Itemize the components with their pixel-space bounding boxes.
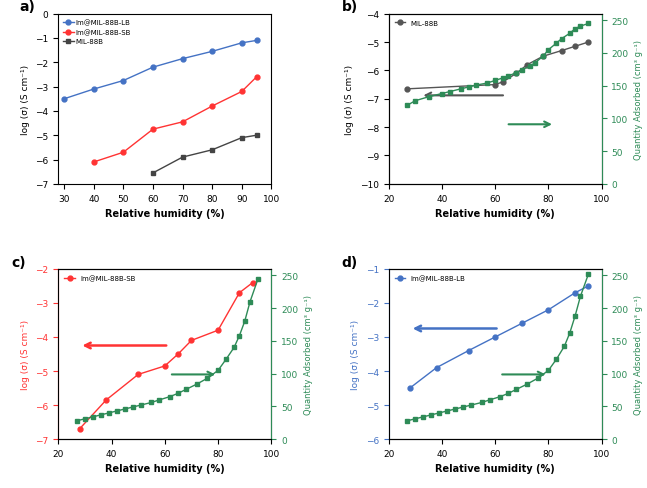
Im@MIL-88B-LB [518, 321, 525, 326]
MIL-88B [238, 136, 246, 142]
Legend: Im@MIL-88B-LB: Im@MIL-88B-LB [392, 273, 468, 285]
MIL-88B [523, 62, 531, 68]
Y-axis label: log (σ) (S cm⁻¹): log (σ) (S cm⁻¹) [21, 319, 30, 389]
Y-axis label: Quantity Adsorbed (cm³ g⁻¹): Quantity Adsorbed (cm³ g⁻¹) [304, 294, 313, 414]
Im@MIL-88B-LB [433, 365, 441, 371]
Line: MIL-88B: MIL-88B [405, 41, 591, 92]
Im@MIL-88B-SB [249, 280, 257, 286]
X-axis label: Relative humidity (%): Relative humidity (%) [435, 209, 555, 219]
Im@MIL-88B-LB [149, 65, 157, 71]
MIL-88B [403, 87, 411, 93]
MIL-88B [499, 80, 507, 85]
Y-axis label: log (σ) (S cm⁻¹): log (σ) (S cm⁻¹) [351, 319, 360, 389]
Im@MIL-88B-LB [60, 97, 68, 102]
Im@MIL-88B-SB [214, 327, 222, 333]
Text: d): d) [342, 255, 358, 269]
MIL-88B [512, 71, 520, 77]
X-axis label: Relative humidity (%): Relative humidity (%) [105, 464, 225, 473]
MIL-88B [149, 171, 157, 177]
Im@MIL-88B-SB [208, 104, 216, 110]
Im@MIL-88B-SB [135, 372, 142, 378]
Im@MIL-88B-SB [179, 120, 186, 125]
Y-axis label: log (σ) (S cm⁻¹): log (σ) (S cm⁻¹) [21, 64, 30, 135]
Line: Im@MIL-88B-LB: Im@MIL-88B-LB [61, 39, 259, 102]
Line: Im@MIL-88B-LB: Im@MIL-88B-LB [408, 284, 591, 391]
MIL-88B [571, 44, 579, 50]
Im@MIL-88B-SB [120, 150, 127, 156]
Text: c): c) [12, 255, 26, 269]
Line: Im@MIL-88B-SB: Im@MIL-88B-SB [91, 75, 259, 165]
Im@MIL-88B-SB [161, 363, 169, 369]
Y-axis label: Quantity Adsorbed (cm³ g⁻¹): Quantity Adsorbed (cm³ g⁻¹) [634, 40, 643, 160]
Im@MIL-88B-SB [76, 426, 83, 432]
Im@MIL-88B-LB [238, 41, 246, 47]
Im@MIL-88B-LB [571, 290, 579, 296]
Im@MIL-88B-LB [90, 87, 98, 93]
MIL-88B [253, 133, 261, 139]
Im@MIL-88B-LB [545, 307, 553, 313]
Im@MIL-88B-LB [208, 49, 216, 55]
Line: MIL-88B: MIL-88B [151, 134, 259, 176]
MIL-88B [539, 54, 547, 60]
Im@MIL-88B-LB [120, 79, 127, 84]
Im@MIL-88B-LB [406, 386, 414, 391]
MIL-88B [179, 155, 186, 161]
Im@MIL-88B-SB [90, 160, 98, 165]
MIL-88B [584, 40, 592, 46]
MIL-88B [208, 147, 216, 153]
Im@MIL-88B-SB [102, 397, 110, 403]
Text: a): a) [20, 0, 36, 14]
Im@MIL-88B-SB [238, 89, 246, 95]
Im@MIL-88B-SB [253, 75, 261, 81]
X-axis label: Relative humidity (%): Relative humidity (%) [435, 464, 555, 473]
Im@MIL-88B-LB [584, 284, 592, 289]
Im@MIL-88B-LB [465, 348, 472, 354]
Line: Im@MIL-88B-SB: Im@MIL-88B-SB [77, 281, 255, 431]
Legend: Im@MIL-88B-LB, Im@MIL-88B-SB, MIL-88B: Im@MIL-88B-LB, Im@MIL-88B-SB, MIL-88B [61, 18, 133, 47]
MIL-88B [558, 48, 565, 54]
Im@MIL-88B-LB [179, 57, 186, 62]
Im@MIL-88B-SB [174, 351, 182, 357]
X-axis label: Relative humidity (%): Relative humidity (%) [105, 209, 225, 219]
Im@MIL-88B-SB [188, 338, 195, 344]
Im@MIL-88B-SB [149, 127, 157, 133]
Y-axis label: Quantity Adsorbed (cm³ g⁻¹): Quantity Adsorbed (cm³ g⁻¹) [634, 294, 643, 414]
MIL-88B [491, 82, 499, 88]
Im@MIL-88B-SB [236, 290, 243, 296]
Legend: MIL-88B: MIL-88B [392, 18, 442, 30]
Legend: Im@MIL-88B-SB: Im@MIL-88B-SB [61, 273, 138, 285]
Im@MIL-88B-LB [253, 39, 261, 44]
Y-axis label: log (σ) (S cm⁻¹): log (σ) (S cm⁻¹) [345, 64, 355, 135]
Text: b): b) [342, 0, 358, 14]
Im@MIL-88B-LB [491, 334, 499, 340]
